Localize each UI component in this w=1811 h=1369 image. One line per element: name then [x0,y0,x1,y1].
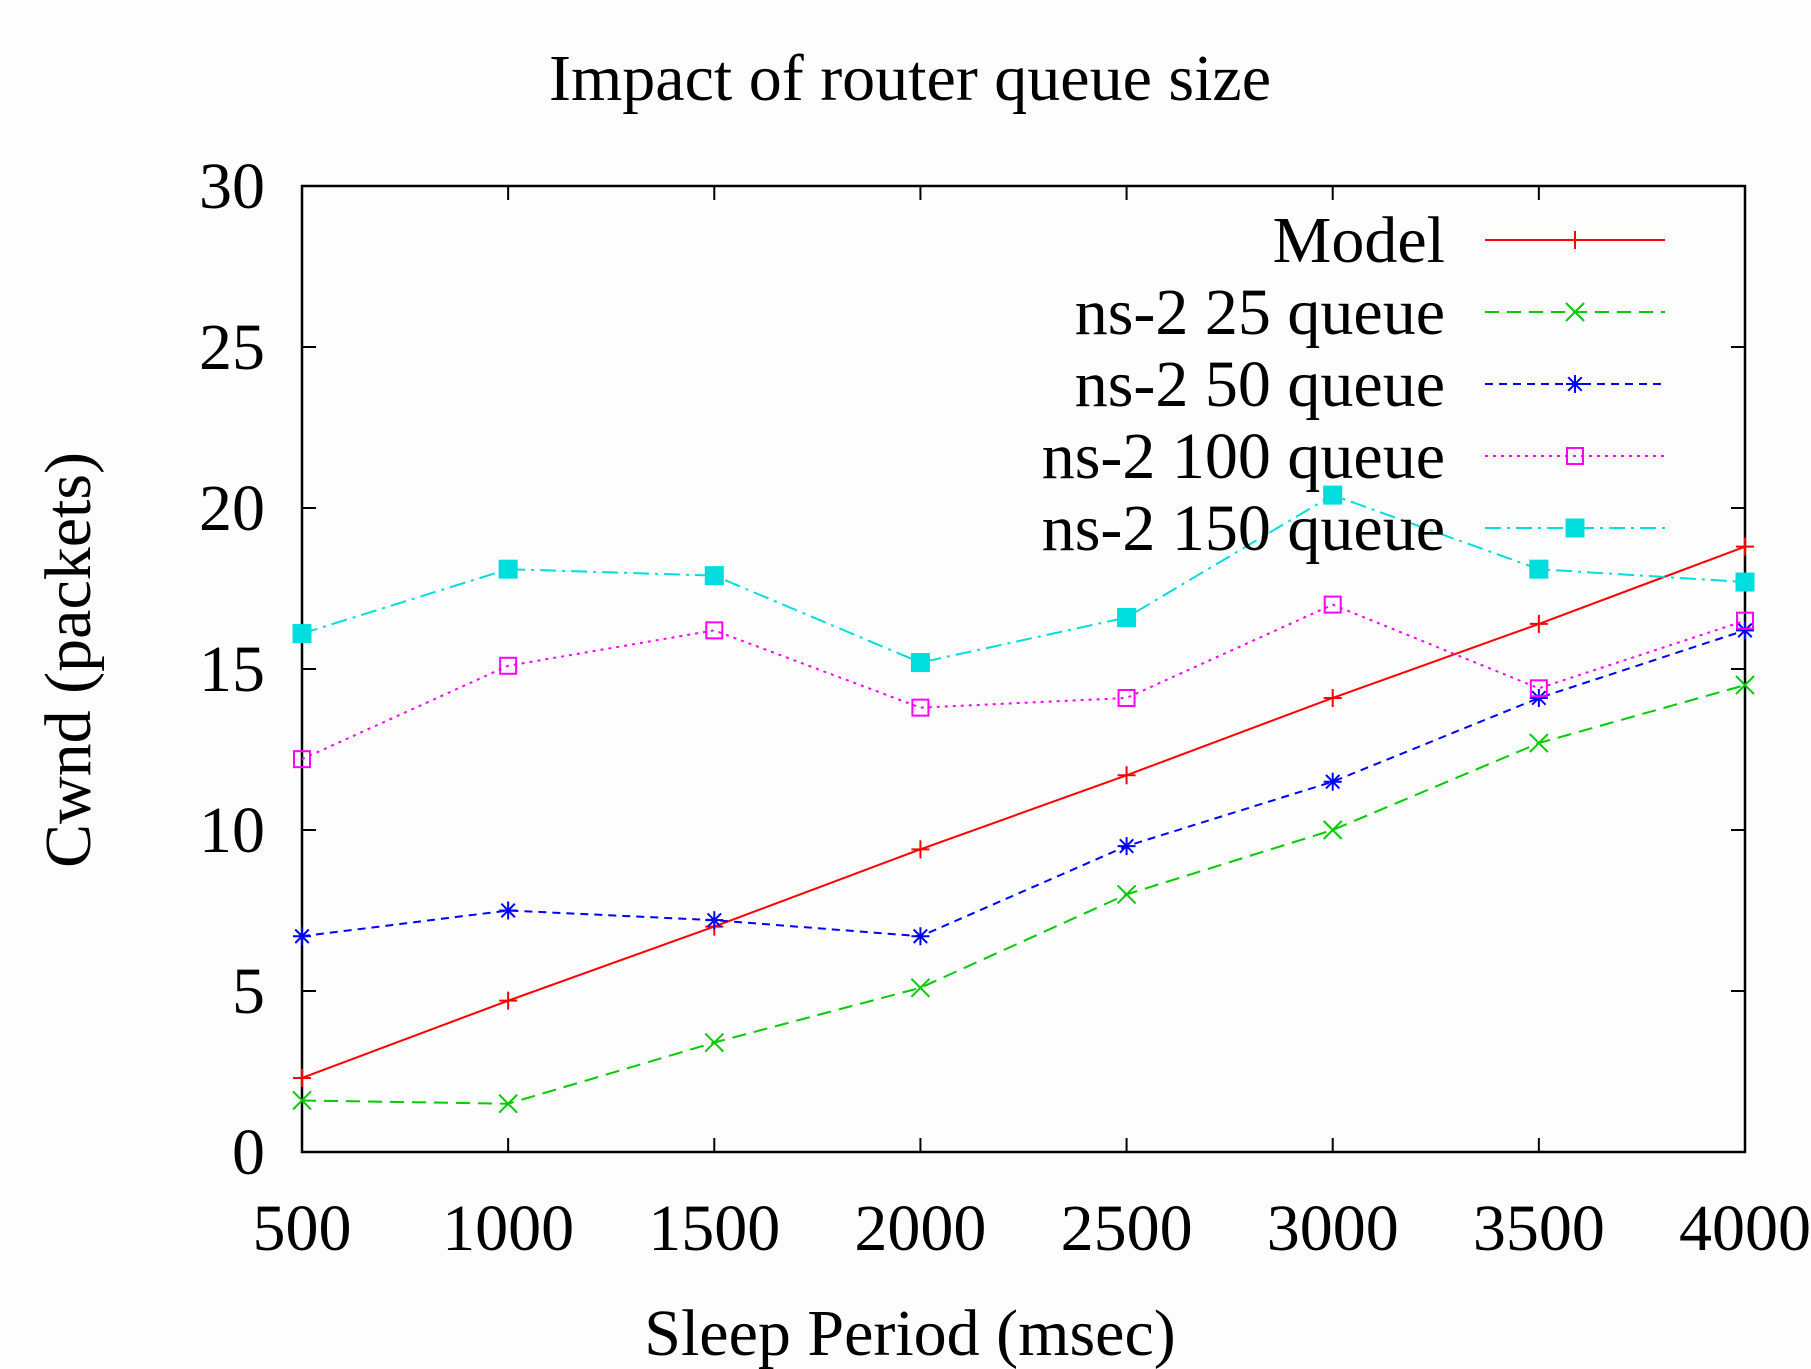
data-point [1323,820,1343,840]
x-tick-label: 3000 [1267,1192,1399,1265]
y-tick-label: 5 [232,955,265,1028]
legend-label: ns-2 50 queue [1075,348,1445,421]
series-line [301,494,1746,664]
x-tick-label: 1500 [648,1192,780,1265]
plot-frame [300,184,1747,1154]
data-point [499,656,518,675]
data-point [910,978,931,998]
data-point [293,1068,311,1087]
data-point [1117,837,1136,856]
data-point [911,840,930,859]
x-tick-label: 2500 [1061,1192,1193,1265]
data-point [1529,733,1549,753]
x-tick-label: 3500 [1473,1192,1605,1265]
data-point [1117,688,1136,707]
data-point [1323,485,1343,505]
data-point [1116,884,1137,905]
data-point [1323,688,1342,707]
y-tick-label: 15 [199,633,265,706]
x-tick-label: 4000 [1679,1192,1811,1265]
data-point [499,991,518,1010]
data-point [1529,688,1548,707]
data-point [292,1090,312,1111]
data-point [911,698,930,717]
y-tick-label: 25 [199,311,265,384]
chart-title: Impact of router queue size [549,42,1271,115]
data-point [1736,611,1754,630]
series-line [301,684,1746,1105]
legend-marker [1565,302,1585,322]
data-point [499,901,518,920]
x-tick-label: 1000 [442,1192,574,1265]
legend-marker [1566,375,1584,393]
plot-area: 500 1000 1500 2000 2500 3000 3500 4000 0 5 10 15 20 2… [199,150,1811,1265]
data-point [911,927,930,946]
series-line [301,629,1746,938]
data-point [498,559,518,579]
legend-label: ns-2 25 queue [1075,276,1445,349]
series-line [301,603,1746,761]
y-tick-label: 0 [232,1116,265,1189]
legend-label: ns-2 100 queue [1042,420,1445,493]
data-point [293,927,311,946]
series-1 [292,675,1755,1114]
y-axis-label: Cwnd (packets) [32,452,105,868]
data-point [1529,679,1548,698]
data-point [1117,766,1136,785]
data-point [1323,595,1342,614]
data-point [704,1032,724,1053]
series-3 [293,595,1754,769]
legend-marker [1566,231,1584,249]
data-point [498,1093,518,1114]
data-point [1529,559,1549,579]
y-tick-label: 20 [199,472,265,545]
x-tick-label: 2000 [854,1192,986,1265]
y-tick-label: 10 [199,794,265,867]
data-point [1323,772,1342,791]
data-point [293,750,311,769]
y-tick-label: 30 [199,150,265,223]
legend-marker [1565,518,1585,538]
data-point [1735,675,1755,695]
data-point [910,653,930,673]
series-4 [292,485,1755,673]
legend-label: ns-2 150 queue [1042,492,1445,565]
legend-label: Model [1273,204,1445,277]
data-point [1736,621,1754,640]
x-axis-label: Sleep Period (msec) [644,1297,1176,1369]
data-point [292,624,312,644]
legend-marker [1566,447,1584,465]
data-point [1529,614,1548,633]
data-point [1117,607,1137,627]
data-point [1736,537,1754,556]
series-line [301,545,1746,1079]
data-point [704,566,724,586]
data-point [705,911,724,930]
x-tick-label: 500 [253,1192,352,1265]
series-0 [293,537,1754,1087]
series-2 [293,621,1754,946]
data-point [705,621,724,640]
data-point [1735,572,1755,592]
